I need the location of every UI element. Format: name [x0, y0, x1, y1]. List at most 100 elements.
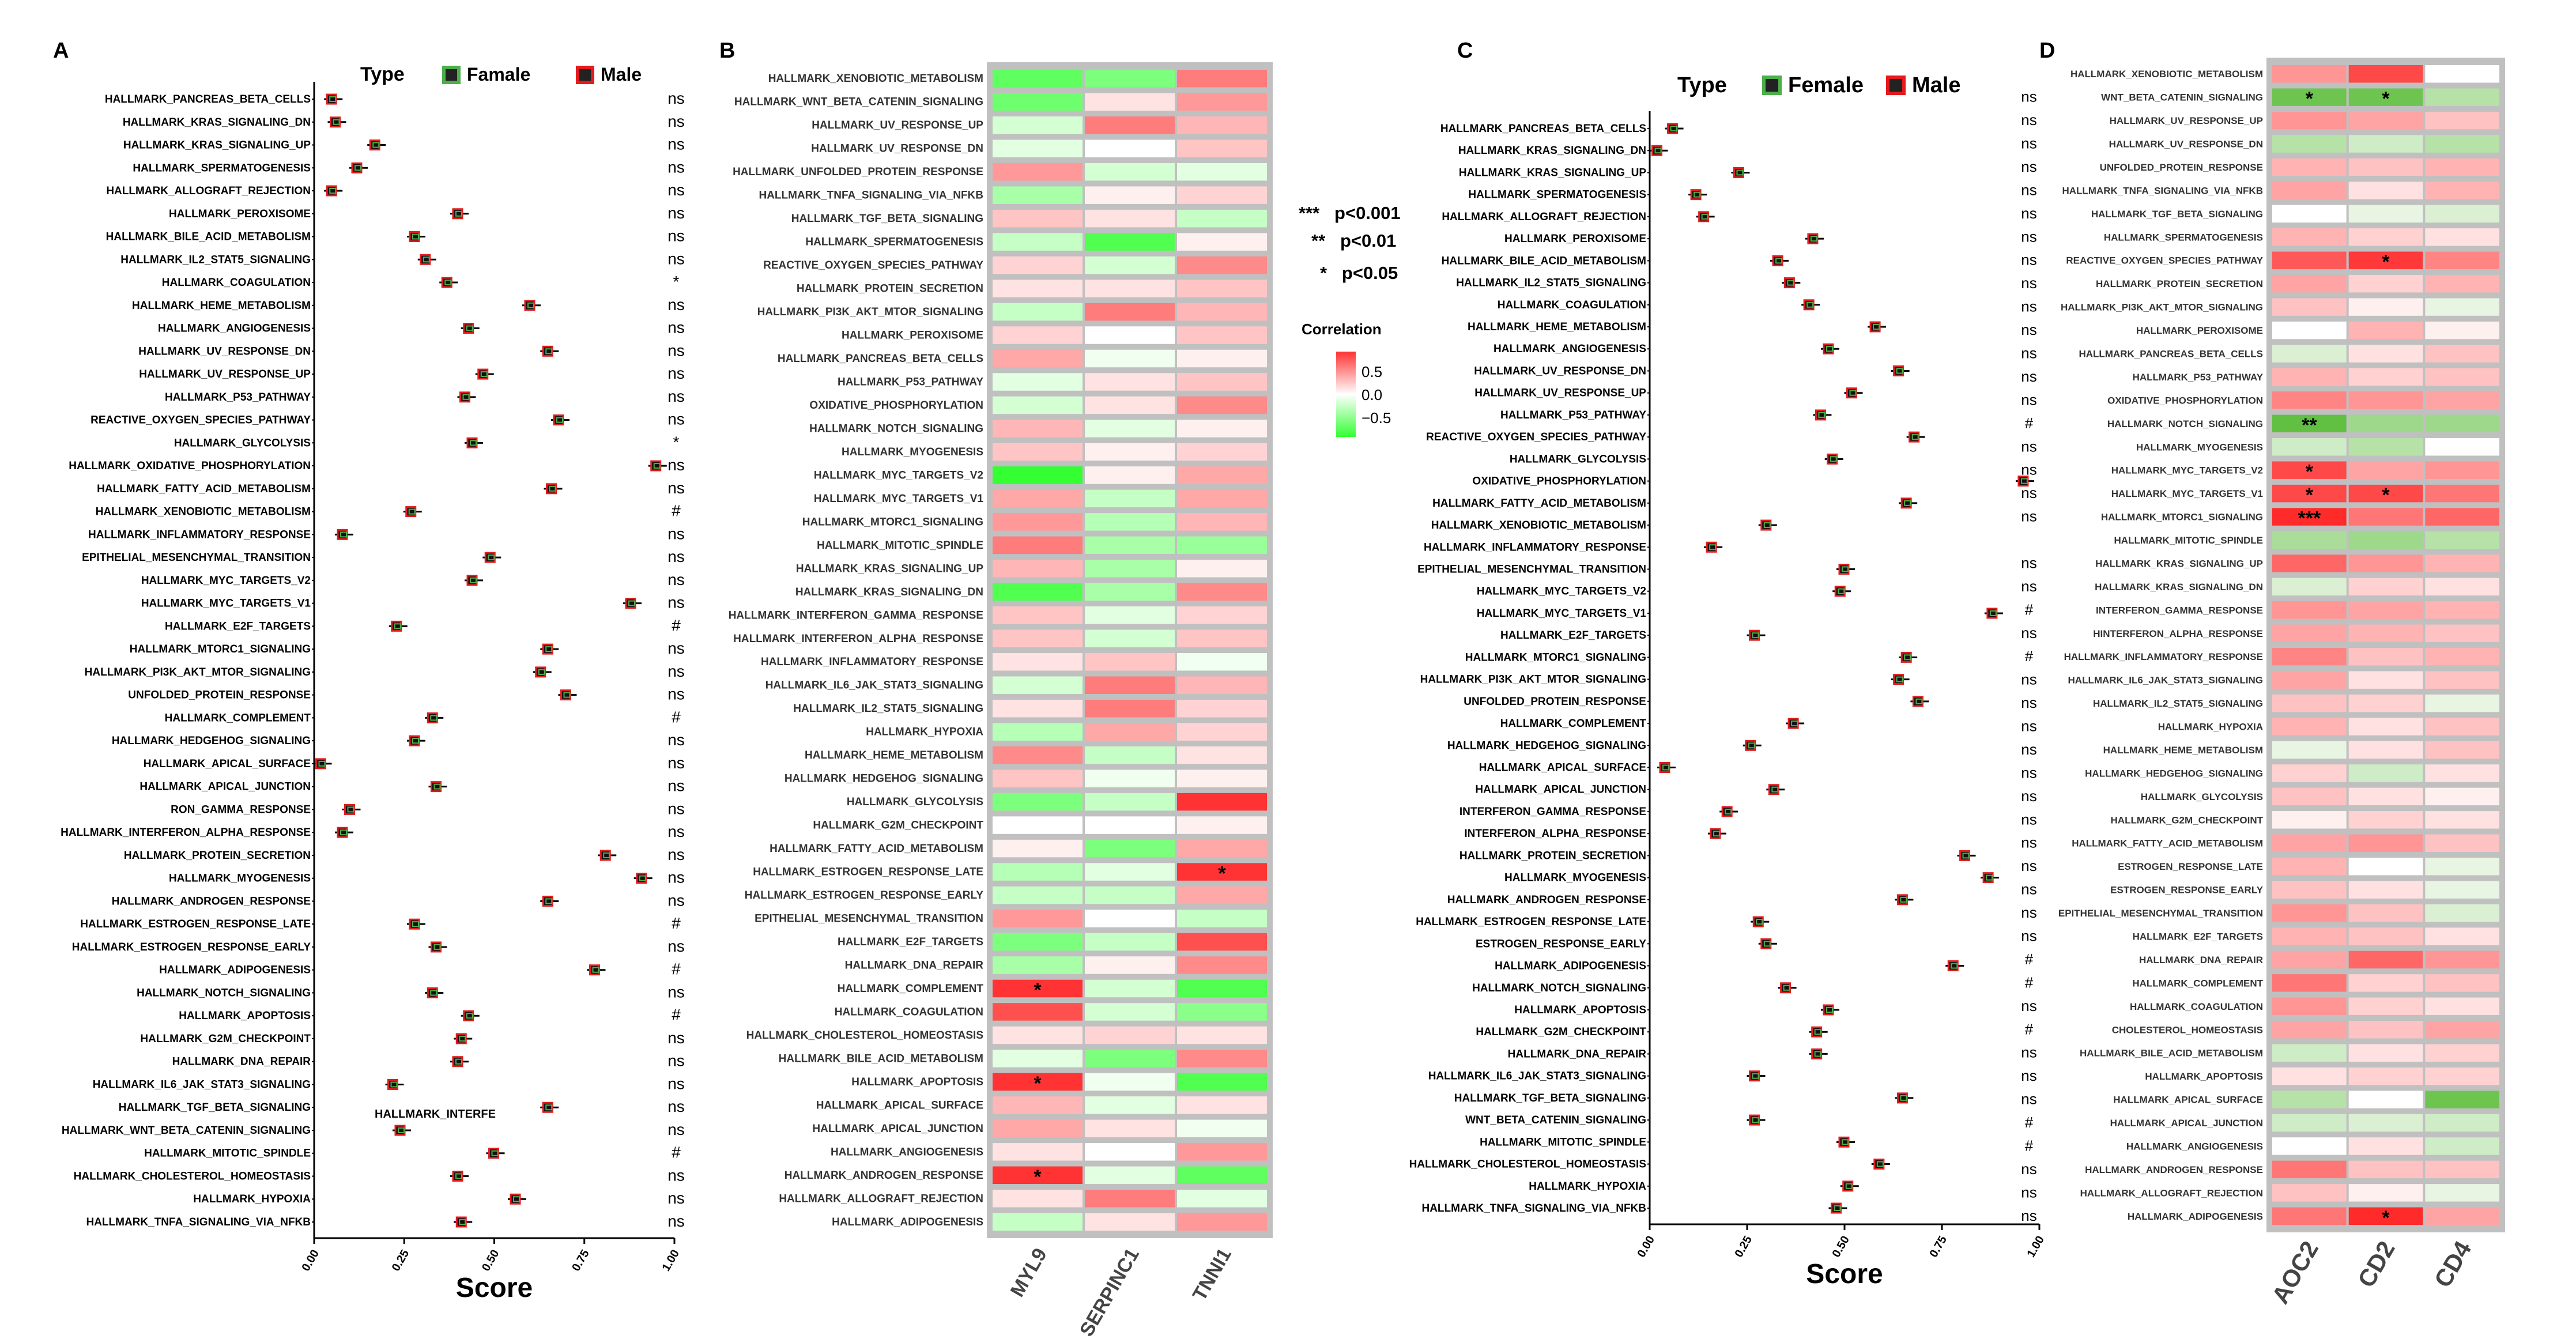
- panel-d-cell: [2272, 1137, 2347, 1155]
- panel-c-box-female: [1842, 567, 1848, 571]
- panel-b-cell: [1085, 350, 1175, 367]
- panel-b-cell: [1085, 560, 1175, 577]
- panel-b-cell: [1085, 770, 1175, 787]
- panel-d-row-label: HALLMARK_ANDROGEN_RESPONSE: [2085, 1164, 2263, 1175]
- panel-b-cell: [1085, 116, 1175, 134]
- panel-a-box-female: [546, 1105, 552, 1110]
- panel-b-cell: [1177, 139, 1267, 157]
- panel-d-sig-label: ns: [2021, 857, 2036, 874]
- panel-b-cell: [1177, 816, 1267, 833]
- panel-b-row-label: HALLMARK_PEROXISOME: [842, 330, 983, 342]
- panel-b-cell: [1085, 1073, 1175, 1091]
- panel-a-box-female: [330, 188, 335, 193]
- panel-b-cell: [993, 583, 1083, 601]
- panel-d-cell: [2272, 368, 2347, 386]
- panel-b-row-label: HALLMARK_KRAS_SIGNALING_UP: [796, 563, 983, 575]
- panel-a-stray-label: HALLMARK_INTERFE: [375, 1108, 496, 1121]
- panel-b-cell: [1085, 1096, 1175, 1114]
- panel-a-row-label: HALLMARK_XENOBIOTIC_METABOLISM: [96, 506, 311, 518]
- panel-c-row-label: HALLMARK_ALLOGRAFT_REJECTION: [1442, 211, 1646, 223]
- panel-b-cell: [1177, 116, 1267, 134]
- sig-legend-2: ** p<0.01: [1311, 231, 1396, 251]
- panel-d-sig-label: ns: [2021, 345, 2036, 362]
- panel-c-box-female: [2021, 479, 2027, 484]
- panel-d-cell: [2425, 65, 2499, 82]
- panel-d-sig-label: ns: [2021, 368, 2036, 385]
- panel-d-sig-label: ns: [2021, 274, 2036, 292]
- panel-a-sig-label: ns: [667, 777, 685, 795]
- panel-b-cell: [1177, 1120, 1267, 1137]
- panel-a-row-label: HALLMARK_GLYCOLYSIS: [174, 437, 311, 449]
- panel-c-row-label: HALLMARK_APICAL_SURFACE: [1479, 762, 1646, 774]
- panel-b-cell: [993, 1003, 1083, 1020]
- panel-a-sig-label: ns: [667, 479, 685, 497]
- panel-d-cell: [2425, 1044, 2499, 1061]
- panel-b-cell: [993, 326, 1083, 344]
- panel-b-cell: [993, 933, 1083, 950]
- panel-a-sig-label: ns: [667, 685, 685, 703]
- panel-b-cell: [993, 816, 1083, 833]
- panel-b-row-label: EPITHELIAL_MESENCHYMAL_TRANSITION: [755, 913, 983, 925]
- panel-d-cell: [2425, 531, 2499, 549]
- panel-d-row-label: HALLMARK_INFLAMMATORY_RESPONSE: [2064, 651, 2263, 662]
- panel-c-box-female: [1897, 677, 1903, 682]
- panel-b-cell: [993, 350, 1083, 367]
- panel-a-row-label: HALLMARK_OXIDATIVE_PHOSPHORYLATION: [69, 460, 311, 472]
- panel-d-cell: [2349, 951, 2423, 968]
- panel-c-row-label: HALLMARK_MYC_TARGETS_V2: [1477, 586, 1646, 598]
- panel-d-col-label: CD4: [2429, 1236, 2477, 1292]
- panel-b-cell: [1085, 887, 1175, 904]
- panel-b-cell: [993, 887, 1083, 904]
- panel-a-box-female: [546, 899, 552, 903]
- panel-a-sig-label: ns: [667, 639, 685, 657]
- panel-d-cell-sig: *: [2382, 251, 2390, 273]
- panel-b-cell: [1085, 257, 1175, 274]
- panel-a-box-female: [546, 647, 552, 651]
- panel-b-cell-sig: *: [1034, 1073, 1042, 1095]
- panel-d-cell-sig: ***: [2298, 508, 2321, 530]
- panel-d-cell: [2425, 1021, 2499, 1038]
- panel-c-box-female: [1990, 611, 1996, 616]
- panel-d-cell: [2425, 182, 2499, 199]
- panel-c-row-label: HALLMARK_NOTCH_SIGNALING: [1472, 982, 1646, 994]
- boxplot-panel-a: 0.00 0.25 0.50 0.75 1.00 Score HALLMARK_PANCRE…: [61, 82, 685, 1303]
- panel-c-box-female: [1710, 545, 1715, 549]
- panel-b-row-label: HALLMARK_MTORC1_SIGNALING: [802, 516, 983, 528]
- panel-d-sig-label: ns: [2021, 997, 2036, 1014]
- panel-c-box-female: [1904, 655, 1910, 659]
- panel-a-sig-label: ns: [667, 456, 685, 474]
- panel-d-cell: [2349, 135, 2423, 152]
- panel-d-sig-label: ns: [2021, 694, 2036, 711]
- panel-label-d: D: [2039, 39, 2055, 63]
- panel-d-cell: [2272, 927, 2347, 945]
- panel-c-box-female: [1834, 1206, 1840, 1210]
- panel-c-x-axis-title: Score: [1806, 1259, 1883, 1289]
- panel-d-cell: [2349, 345, 2423, 362]
- panel-d-cell: [2272, 205, 2347, 222]
- panel-b-cell: [1177, 1213, 1267, 1231]
- panel-d-row-label: HALLMARK_MYOGENESIS: [2136, 442, 2263, 452]
- panel-b-cell: [1177, 350, 1267, 367]
- panel-d-cell: [2349, 695, 2423, 712]
- panel-label-b: B: [719, 39, 735, 63]
- panel-b-row-label: HALLMARK_MYC_TARGETS_V1: [814, 493, 984, 505]
- panel-b-cell: [1085, 606, 1175, 624]
- panel-d-cell-sig: *: [2382, 1207, 2390, 1229]
- panel-a-box-female: [391, 1082, 397, 1087]
- panel-b-cell: [1085, 210, 1175, 227]
- panel-d-cell: [2425, 695, 2499, 712]
- panel-c-row-label: HALLMARK_TGF_BETA_SIGNALING: [1454, 1092, 1646, 1104]
- panel-d-cell: [2349, 438, 2423, 455]
- panel-b-cell: [1085, 863, 1175, 880]
- panel-c-box-female: [1671, 126, 1677, 131]
- panel-b-row-label: HALLMARK_MITOTIC_SPINDLE: [817, 540, 983, 552]
- panel-b-cell: [1177, 1003, 1267, 1020]
- panel-a-sig-label: ns: [667, 799, 685, 817]
- panel-d-sig-label: ns: [2021, 484, 2036, 501]
- panel-d-sig-label: ns: [2021, 205, 2036, 222]
- panel-b-cell: [993, 513, 1083, 530]
- panel-d-cell: [2349, 601, 2423, 618]
- panel-d-cell: [2425, 764, 2499, 782]
- panel-d-cell: [2425, 1208, 2499, 1225]
- panel-d-cell: [2349, 998, 2423, 1015]
